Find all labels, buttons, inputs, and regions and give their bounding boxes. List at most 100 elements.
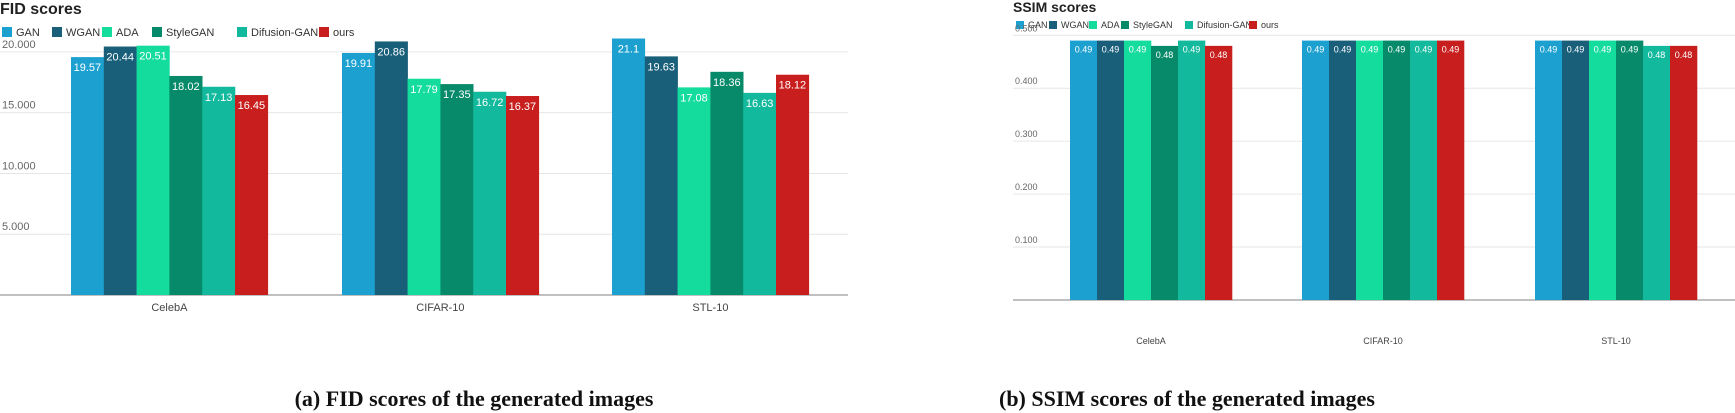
data-label: 16.63 <box>746 98 774 110</box>
bar-ours-cifar-10 <box>1437 40 1465 301</box>
data-label: 0.49 <box>1621 45 1639 55</box>
y-tick-label: 0.200 <box>1015 182 1038 192</box>
data-label: 20.51 <box>139 51 167 63</box>
legend-swatch-wgan <box>1049 21 1057 29</box>
legend-label-stylegan: StyleGAN <box>1133 20 1173 30</box>
fid-bars: 19.57 20.44 20.51 18.02 17.13 16.45 19.91 20.86… <box>71 38 810 296</box>
legend-label-ours: ours <box>1261 20 1279 30</box>
bar-wgan-cifar-10 <box>374 41 408 296</box>
data-label: 0.48 <box>1675 50 1693 60</box>
data-label: 0.48 <box>1648 50 1666 60</box>
bar-difusion-gan-cifar-10 <box>473 91 507 295</box>
data-label: 0.48 <box>1210 50 1228 60</box>
data-label: 0.49 <box>1129 45 1147 55</box>
y-tick-label: 0.100 <box>1015 235 1038 245</box>
data-label: 0.48 <box>1156 50 1174 60</box>
bar-stylegan-celeba <box>169 75 203 295</box>
category-label-cifar-10: CIFAR-10 <box>416 302 464 314</box>
data-label: 18.12 <box>779 80 807 92</box>
legend-label-ours: ours <box>333 27 355 39</box>
data-label: 17.79 <box>410 84 438 96</box>
data-label: 18.02 <box>172 81 200 93</box>
data-label: 17.35 <box>443 89 471 101</box>
legend-label-gan: GAN <box>1028 20 1048 30</box>
data-label: 0.49 <box>1388 45 1406 55</box>
bar-gan-stl-10 <box>1535 40 1563 301</box>
category-label-stl-10: STL-10 <box>1601 336 1631 346</box>
legend-label-difusion-gan: Difusion-GAN <box>1197 20 1252 30</box>
bar-gan-celeba <box>1070 40 1098 301</box>
data-label: 19.63 <box>647 61 675 73</box>
bar-ada-stl-10 <box>1589 40 1617 301</box>
bar-ada-stl-10 <box>677 87 711 295</box>
bar-stylegan-stl-10 <box>1616 40 1644 301</box>
bar-ours-stl-10 <box>1670 45 1698 300</box>
bar-difusion-gan-celeba <box>202 86 236 296</box>
bar-ada-celeba <box>136 45 170 296</box>
legend-label-stylegan: StyleGAN <box>166 27 214 39</box>
bar-ada-cifar-10 <box>1356 40 1384 301</box>
bar-wgan-stl-10 <box>644 56 678 295</box>
fid-chart-title: FID scores <box>0 1 82 18</box>
data-label: 0.49 <box>1307 45 1325 55</box>
bar-wgan-cifar-10 <box>1329 40 1357 301</box>
fid-caption: (a) FID scores of the generated images <box>295 386 654 411</box>
data-label: 21.1 <box>618 44 639 56</box>
data-label: 0.49 <box>1334 45 1352 55</box>
bar-wgan-stl-10 <box>1562 40 1590 301</box>
bar-ours-cifar-10 <box>506 96 540 295</box>
fid-legend: GAN WGAN ADA StyleGAN Difusion-GAN ours <box>2 27 355 39</box>
data-label: 0.49 <box>1183 45 1201 55</box>
data-label: 19.57 <box>74 62 102 74</box>
legend-label-wgan: WGAN <box>66 27 100 39</box>
fid-chart: FID scores GAN WGAN ADA StyleGAN Difusion-GA… <box>0 1 848 314</box>
legend-swatch-stylegan <box>152 27 162 37</box>
bar-wgan-celeba <box>103 46 137 295</box>
data-label: 0.49 <box>1102 45 1120 55</box>
data-label: 17.08 <box>680 92 708 104</box>
legend-swatch-stylegan <box>1121 21 1129 29</box>
bar-stylegan-celeba <box>1151 45 1179 300</box>
data-label: 0.49 <box>1075 45 1093 55</box>
legend-swatch-wgan <box>52 27 62 37</box>
bar-wgan-celeba <box>1097 40 1125 301</box>
bar-ours-celeba <box>1205 45 1233 300</box>
bar-ada-cifar-10 <box>407 78 441 295</box>
y-tick-label: 0.300 <box>1015 129 1038 139</box>
data-label: 20.44 <box>106 52 134 64</box>
data-label: 0.49 <box>1361 45 1379 55</box>
legend-swatch-ours <box>319 27 329 37</box>
fid-category-labels: CelebA CIFAR-10 STL-10 <box>151 302 728 314</box>
legend-swatch-ada <box>1089 21 1097 29</box>
data-label: 20.86 <box>377 46 405 58</box>
y-tick-label: 10.000 <box>2 160 36 172</box>
ssim-category-labels: CelebA CIFAR-10 STL-10 <box>1136 336 1631 346</box>
ssim-chart-title: SSIM scores <box>1013 0 1096 15</box>
data-label: 0.49 <box>1415 45 1433 55</box>
bar-ada-celeba <box>1124 40 1152 301</box>
bar-gan-cifar-10 <box>1302 40 1330 301</box>
bar-ours-celeba <box>235 95 269 295</box>
bar-gan-stl-10 <box>612 38 646 295</box>
legend-swatch-ada <box>102 27 112 37</box>
y-tick-label: 15.000 <box>2 100 36 112</box>
y-tick-label: 5.000 <box>2 221 30 233</box>
ssim-legend: GAN WGAN ADA StyleGAN Difusion-GAN ours <box>1016 20 1279 30</box>
legend-label-difusion-gan: Difusion-GAN <box>251 27 318 39</box>
y-tick-label: 20.000 <box>2 39 36 51</box>
legend-label-ada: ADA <box>116 27 139 39</box>
y-tick-label: 0.500 <box>1015 23 1038 33</box>
category-label-celeba: CelebA <box>151 302 188 314</box>
data-label: 17.13 <box>205 92 233 104</box>
bar-stylegan-cifar-10 <box>1383 40 1411 301</box>
bar-gan-cifar-10 <box>342 52 376 295</box>
bar-difusion-gan-celeba <box>1178 40 1206 301</box>
ssim-bars: 0.49 0.49 0.49 0.48 0.49 0.48 0.49 0.49 0.49 0.49… <box>1070 40 1698 301</box>
ssim-caption: (b) SSIM scores of the generated images <box>999 386 1375 411</box>
data-label: 16.37 <box>509 101 537 113</box>
ssim-chart: SSIM scores GAN WGAN ADA StyleGAN Difusion-G… <box>1013 0 1735 346</box>
category-label-cifar-10: CIFAR-10 <box>1363 336 1403 346</box>
bar-stylegan-stl-10 <box>710 71 744 295</box>
bar-difusion-gan-stl-10 <box>1643 45 1671 300</box>
